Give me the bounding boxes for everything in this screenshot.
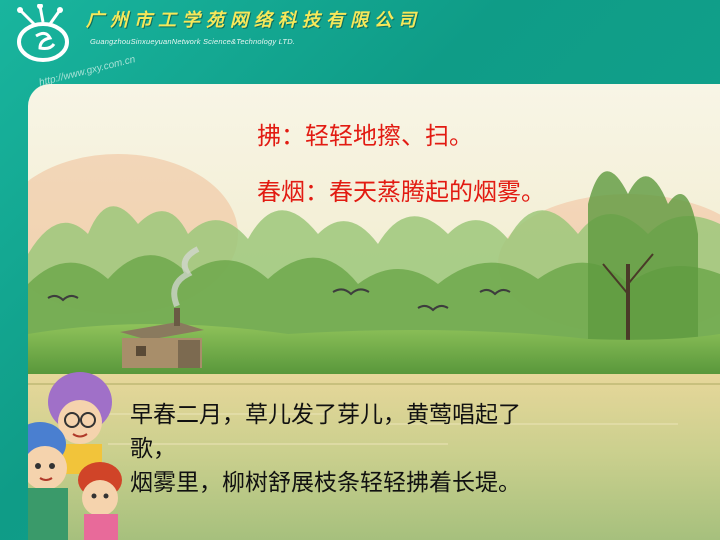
company-name-en: GuangzhouSinxueyuanNetwork Science&Techn… [90,37,296,46]
landscape-painting [28,84,720,540]
poem-line-2: 歌， [130,436,176,462]
poem-line-1: 早春二月，草儿发了芽儿，黄莺唱起了 [130,402,521,428]
company-logo-icon [17,4,69,62]
definition-fu: 拂：轻轻地擦、扫。 [257,122,473,150]
poem-text: 早春二月，草儿发了芽儿，黄莺唱起了 歌， 烟雾里，柳树舒展枝条轻轻拂着长堤。 [130,398,690,500]
company-name-cn: 广州市工学苑网络科技有限公司 [86,10,422,31]
definition-chunyan: 春烟：春天蒸腾起的烟雾。 [257,178,545,206]
poem-line-3: 烟雾里，柳树舒展枝条轻轻拂着长堤。 [130,470,521,496]
